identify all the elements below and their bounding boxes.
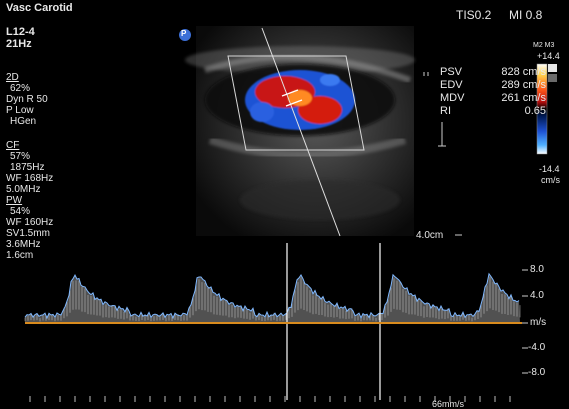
measurement-label: RI [440, 105, 451, 117]
doppler-cursor-line[interactable] [261, 27, 341, 237]
colorbar-top-value: +14.4 [537, 51, 560, 61]
scale-label-neg8: -8.0 [528, 367, 546, 378]
mode-pw-title: PW [6, 195, 23, 206]
spectral-doppler-trace [24, 272, 521, 323]
measurement-label: MDV [440, 92, 465, 104]
color-box[interactable] [227, 55, 365, 151]
measurement-value: 828 cm/s [501, 66, 546, 78]
mode-2d-title: 2D [6, 72, 19, 83]
spectral-envelope [24, 272, 520, 320]
colorbar-bottom-value: -14.4 [539, 164, 560, 174]
mode-cf-prf: 1875Hz [10, 162, 45, 173]
mode-2d-dynamic-range: Dyn R 50 [6, 94, 48, 105]
tis-label: TIS0.2 [456, 8, 492, 22]
mode-cf-wall-filter: WF 168Hz [6, 173, 54, 184]
measurement-panel: PSV 828 cm/s EDV 289 cm/s MDV 261 cm/s R… [440, 66, 546, 118]
mode-pw-sample-volume: SV1.5mm [6, 228, 50, 239]
mode-cf-panel: CF 57% 1875Hz WF 168Hz 5.0MHz [6, 140, 53, 195]
measurement-ri[interactable]: RI 0.65 [440, 105, 546, 118]
velocity-scale-ticks [522, 269, 528, 374]
measurement-value: 289 cm/s [501, 79, 546, 91]
mode-pw-frequency: 3.6MHz [6, 239, 41, 250]
measurement-value: 261 cm/s [501, 92, 546, 104]
measurement-label: PSV [440, 66, 463, 78]
measurement-edv[interactable]: EDV 289 cm/s [440, 79, 546, 92]
measurement-value: 0.65 [524, 105, 546, 117]
mode-pw-panel: PW 54% WF 160Hz SV1.5mm 3.6MHz 1.6cm [6, 195, 53, 261]
orientation-marker-letter: P [181, 29, 187, 38]
measurement-mdv[interactable]: MDV 261 cm/s [440, 92, 546, 105]
measurement-bracket [423, 72, 446, 147]
probe-label: L12-4 [6, 26, 35, 38]
scale-unit-label: m/s [530, 317, 547, 328]
color-doppler-flow [245, 70, 355, 130]
orientation-marker [179, 29, 191, 41]
bmode-image [185, 26, 415, 236]
preset-label: Vasc Carotid [6, 2, 73, 14]
mode-2d-frequency: HGen [10, 116, 37, 127]
mode-cf-title: CF [6, 140, 20, 151]
spectral-fill [25, 273, 520, 323]
scale-label-4: 4.0 [530, 290, 544, 301]
mi-label: MI 0.8 [509, 8, 543, 22]
colorbar-unit: cm/s [541, 175, 560, 185]
time-axis-ticks [29, 396, 511, 402]
sample-volume-gate-top[interactable] [281, 89, 299, 97]
colorbar-map-label: M2 M3 [533, 42, 555, 49]
frame-rate-label: 21Hz [6, 38, 32, 50]
mode-pw-depth: 1.6cm [6, 250, 34, 261]
mode-2d-power: P Low [6, 105, 34, 116]
sample-volume-gate-bottom[interactable] [285, 99, 303, 107]
mode-2d-panel: 2D 62% Dyn R 50 P Low HGen [6, 72, 48, 127]
scale-label-neg4: -4.0 [528, 342, 546, 353]
mode-cf-frequency: 5.0MHz [6, 184, 41, 195]
mode-pw-gain: 54% [10, 206, 31, 217]
mode-cf-gain: 57% [10, 151, 31, 162]
mode-pw-wall-filter: WF 160Hz [6, 217, 54, 228]
depth-label: 4.0cm [416, 230, 444, 241]
measurement-psv[interactable]: PSV 828 cm/s [440, 66, 546, 79]
sweep-speed-label: 66mm/s [432, 399, 465, 409]
scale-label-8: 8.0 [530, 264, 544, 275]
measurement-label: EDV [440, 79, 463, 91]
mode-2d-gain: 62% [10, 83, 31, 94]
color-scale-bar [536, 63, 557, 155]
